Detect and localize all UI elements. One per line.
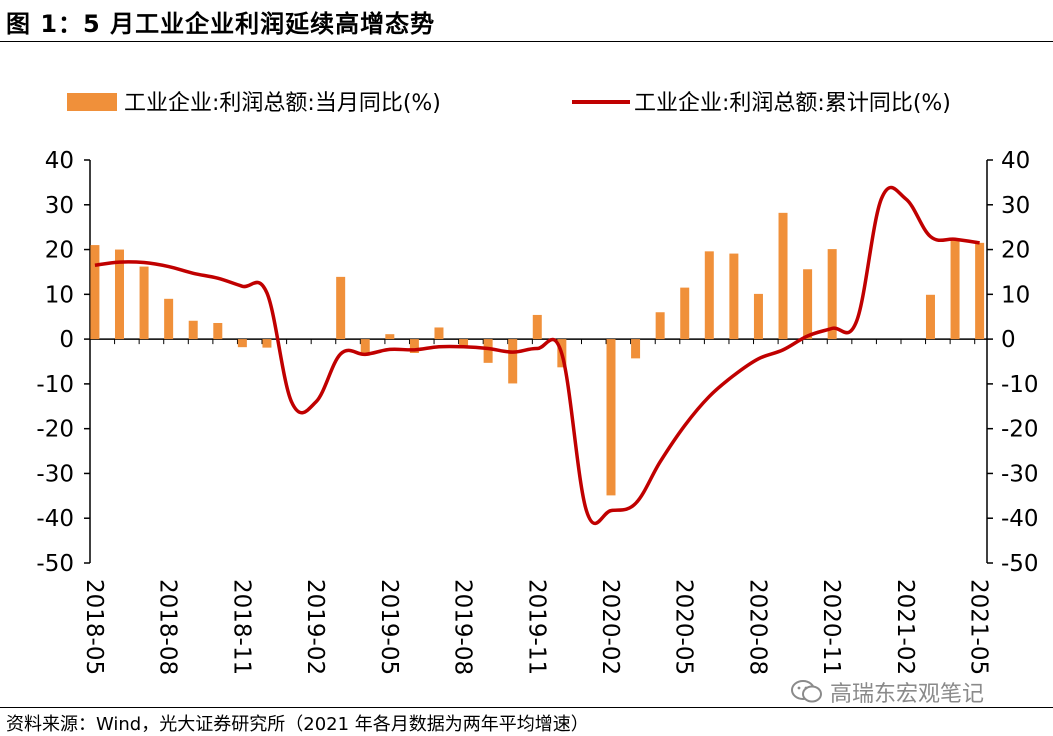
bar-2018-05 (90, 245, 100, 340)
bar-2019-09 (483, 339, 493, 363)
bar-2019-06 (409, 339, 419, 353)
bar-2018-12 (262, 339, 272, 348)
bar-2021-04 (950, 240, 960, 340)
watermark: 高瑞东宏观笔记 (790, 676, 984, 708)
bar-2018-06 (114, 249, 124, 340)
left-y-tick-label: 30 (45, 193, 74, 219)
source-note: 资料来源：Wind，光大证券研究所（2021 年各月数据为两年平均增速） (6, 714, 589, 735)
bar-2020-04 (655, 312, 665, 340)
bar-2019-03 (336, 276, 346, 340)
x-tick-label: 2019-11 (523, 579, 549, 675)
left-y-tick-label: 20 (45, 238, 74, 264)
bar-2019-04 (360, 339, 370, 356)
left-y-tick-label: -30 (36, 461, 74, 487)
bar-2019-10 (508, 339, 518, 384)
legend-bar-swatch (67, 93, 117, 111)
bar-2020-09 (778, 212, 788, 340)
right-y-tick-label: 0 (1001, 327, 1016, 353)
right-y-tick-label: -50 (1001, 551, 1039, 577)
page-title: 图 1：5 月工业企业利润延续高增态势 (6, 10, 436, 38)
bar-2020-05 (680, 287, 690, 340)
left-y-tick-label: 0 (59, 327, 74, 353)
left-y-tick-label: -10 (36, 372, 74, 398)
cumulative-yoy-line (94, 185, 980, 526)
bar-2020-02 (606, 339, 616, 496)
bar-2020-08 (753, 293, 763, 340)
watermark-text: 高瑞东宏观笔记 (830, 682, 985, 707)
bar-2021-03 (925, 294, 935, 340)
bar-2018-10 (213, 322, 223, 340)
x-tick-label: 2018-11 (228, 579, 254, 675)
x-tick-label: 2018-08 (155, 579, 181, 675)
left-y-tick-label: -50 (36, 551, 74, 577)
x-tick-label: 2020-05 (671, 579, 697, 675)
bar-2018-11 (237, 339, 247, 348)
x-tick-label: 2020-11 (818, 579, 844, 675)
right-y-tick-label: 30 (1001, 193, 1030, 219)
bar-2019-07 (434, 327, 444, 340)
x-tick-label: 2019-08 (450, 579, 476, 675)
legend-line-label: 工业企业:利润总额:累计同比(%) (634, 91, 951, 116)
x-tick-label: 2018-05 (81, 579, 107, 675)
left-y-tick-label: 40 (45, 148, 74, 174)
left-y-tick-label: 10 (45, 282, 74, 308)
right-y-tick-label: -10 (1001, 372, 1039, 398)
bar-2021-05 (975, 242, 985, 340)
chart: 工业企业:利润总额:当月同比(%) 工业企业:利润总额:累计同比(%) 40 40… (36, 91, 1038, 675)
bar-2018-09 (188, 320, 198, 340)
x-tick-label: 2019-05 (376, 579, 402, 675)
axes: 40 40 30 30 20 20 10 10 0 0 -10 -10 -20 -20 -30 -30 -40 -… (36, 148, 1038, 577)
right-y-tick-label: 10 (1001, 282, 1030, 308)
bar-2020-06 (704, 251, 714, 340)
right-y-tick-label: -30 (1001, 461, 1039, 487)
left-y-tick-label: -20 (36, 417, 74, 443)
right-y-tick-label: 40 (1001, 148, 1030, 174)
left-y-tick-label: -40 (36, 506, 74, 532)
source-divider (0, 707, 1053, 708)
legend-bar-label: 工业企业:利润总额:当月同比(%) (124, 91, 441, 116)
x-tick-label: 2020-08 (744, 579, 770, 675)
line-series (94, 185, 980, 526)
x-tick-label: 2021-05 (966, 579, 992, 675)
x-tick-label: 2020-02 (597, 579, 623, 675)
right-y-tick-label: 20 (1001, 238, 1030, 264)
bar-2018-08 (164, 298, 174, 340)
bar-2019-11 (532, 314, 542, 340)
x-axis-labels: 2018-05 2018-08 2018-11 2019-02 2019-05 2019-… (81, 579, 992, 675)
bar-2020-07 (729, 253, 739, 340)
legend: 工业企业:利润总额:当月同比(%) 工业企业:利润总额:累计同比(%) (67, 91, 951, 116)
bar-2019-08 (459, 339, 469, 349)
x-tick-label: 2021-02 (892, 579, 918, 675)
title-divider (0, 41, 1053, 42)
bar-2020-03 (631, 339, 641, 359)
bar-2019-05 (385, 334, 395, 340)
right-y-tick-label: -40 (1001, 506, 1039, 532)
right-y-tick-label: -20 (1001, 417, 1039, 443)
x-tick-label: 2019-02 (302, 579, 328, 675)
bar-2020-10 (803, 269, 813, 340)
bar-series (90, 212, 985, 496)
bar-2018-07 (139, 266, 149, 340)
bar-2020-11 (827, 249, 837, 340)
wechat-icon (791, 680, 822, 703)
